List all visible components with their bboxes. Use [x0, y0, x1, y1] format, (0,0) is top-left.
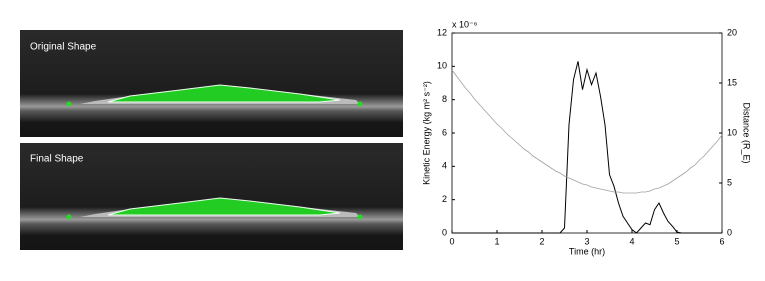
x-tick-label: 4 [629, 236, 634, 246]
panel-label: Final Shape [30, 154, 84, 165]
y-tick-label: 6 [442, 127, 447, 137]
plot-frame [451, 32, 723, 234]
y2-tick-label: 10 [727, 127, 737, 137]
y-tick-label: 10 [437, 61, 447, 71]
data-line [451, 69, 723, 194]
x-tick-label: 2 [539, 236, 544, 246]
y2-tick-label: 20 [727, 27, 737, 37]
panel-label: Original Shape [30, 42, 97, 53]
x-tick-label: 1 [494, 236, 499, 246]
y-multiplier: x 10⁻⁶ [452, 19, 478, 29]
x-axis-label: Time (hr) [569, 246, 605, 256]
x-tick-label: 0 [449, 236, 454, 246]
y-tick-label: 8 [442, 94, 447, 104]
y2-tick-label: 15 [727, 77, 737, 87]
y2-axis-label: Distance (R_E) [742, 102, 752, 163]
y-tick-label: 2 [442, 194, 447, 204]
x-tick-label: 3 [584, 236, 589, 246]
x-tick-label: 6 [719, 236, 724, 246]
y-tick-label: 4 [442, 161, 447, 171]
y-tick-label: 12 [437, 27, 447, 37]
x-tick-label: 5 [674, 236, 679, 246]
y-axis-label: Kinetic Energy (kg m² s⁻²) [421, 81, 431, 185]
y-tick-label: 0 [442, 227, 447, 237]
data-line [452, 61, 722, 234]
y2-tick-label: 0 [727, 227, 732, 237]
y2-tick-label: 5 [727, 177, 732, 187]
